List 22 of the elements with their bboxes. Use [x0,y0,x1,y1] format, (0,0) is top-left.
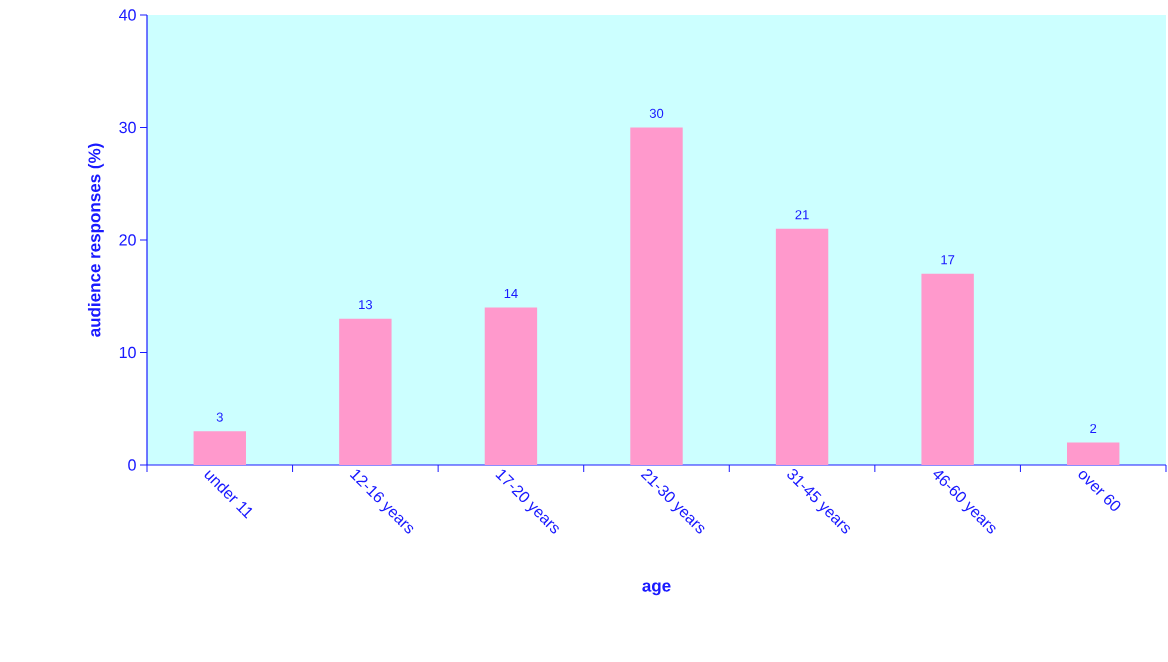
data-label: 17 [941,255,955,265]
x-tick-label: over 60 [1078,470,1121,511]
data-label: 2 [1090,423,1097,433]
bar [484,307,538,465]
y-tick-label: 40 [119,9,136,21]
bar [630,127,683,465]
y-axis-title: audience responses (%) [87,143,104,337]
bar [921,273,974,465]
bar [775,228,829,465]
data-label: 3 [216,412,223,422]
y-tick-label: 20 [119,234,136,246]
x-axis-title: age [642,582,671,596]
y-tick-label: 10 [119,346,136,359]
y-tick-label: 30 [119,121,136,134]
data-label: 14 [504,289,518,298]
bar [1067,442,1120,465]
bar [339,318,392,465]
bar [193,431,246,465]
y-tick-label: 0 [128,459,136,471]
data-label: 13 [359,300,373,310]
data-label: 21 [795,210,809,220]
data-label: 30 [649,108,664,118]
